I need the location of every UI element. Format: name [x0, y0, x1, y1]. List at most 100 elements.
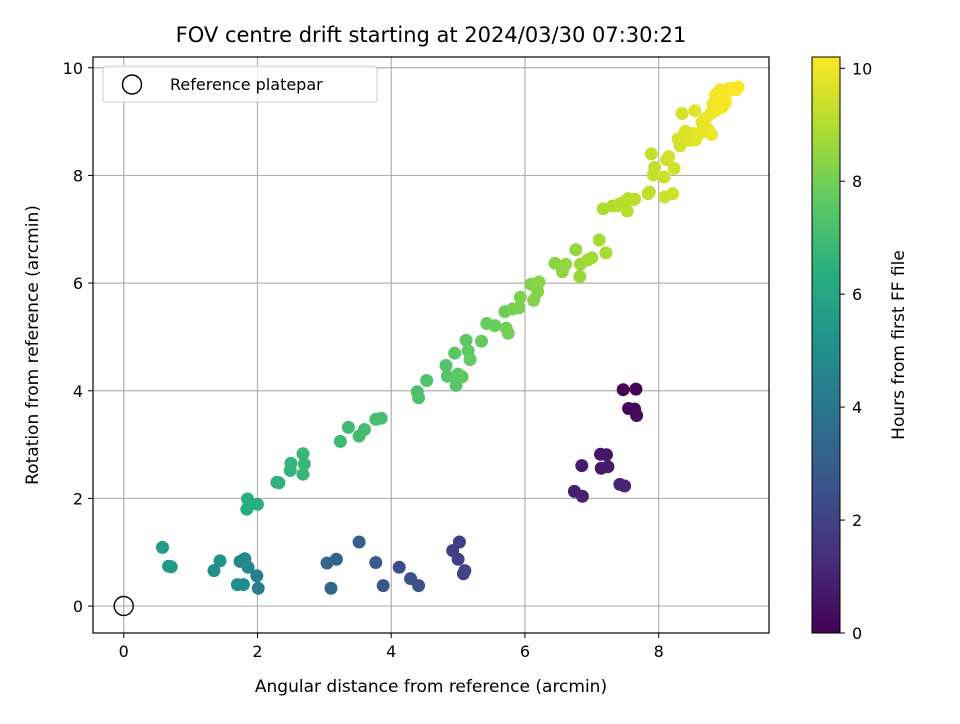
- scatter-point: [440, 369, 454, 383]
- scatter-point: [573, 270, 587, 284]
- scatter-point: [646, 168, 660, 182]
- scatter-point: [333, 434, 347, 448]
- x-tick-label: 8: [654, 642, 664, 661]
- scatter-point: [164, 560, 178, 574]
- scatter-point: [657, 170, 671, 184]
- scatter-point: [241, 492, 254, 506]
- legend-box: [102, 65, 378, 103]
- scatter-point: [448, 346, 462, 360]
- scatter-point: [688, 104, 702, 118]
- scatter-point: [463, 353, 477, 366]
- scatter-point: [251, 497, 264, 511]
- scatter-point: [675, 107, 689, 120]
- chart-title: FOV centre drift starting at 2024/03/30 …: [176, 23, 687, 47]
- scatter-point: [629, 382, 643, 396]
- scatter-point: [532, 275, 546, 289]
- plot-area-frame: [92, 56, 770, 634]
- scatter-point: [455, 370, 469, 384]
- scatter-point: [475, 334, 488, 348]
- y-axis-ticks: 0 2 4 6 8 10: [63, 59, 93, 616]
- scatter-point: [513, 290, 527, 304]
- scatter-point: [296, 467, 310, 481]
- scatter-point: [731, 80, 745, 94]
- legend: Reference platepar: [102, 65, 378, 103]
- colorbar-ticks: 0 2 4 6 8 10: [840, 59, 872, 643]
- scatter-point: [207, 564, 221, 578]
- scatter-point: [705, 128, 718, 141]
- y-tick-label: 4: [73, 382, 83, 401]
- scatter-point: [233, 554, 247, 568]
- scatter-point: [296, 447, 310, 461]
- scatter-point: [618, 479, 632, 493]
- scatter-point: [412, 391, 426, 405]
- scatter-point: [512, 301, 526, 315]
- scatter-point: [251, 581, 265, 595]
- scatter-point: [284, 456, 298, 470]
- scatter-point: [236, 578, 250, 592]
- scatter-point: [352, 535, 366, 549]
- scatter-point: [548, 256, 562, 270]
- colorbar-label: Hours from first FF file: [889, 250, 909, 440]
- scatter-point: [341, 420, 355, 434]
- scatter-point: [501, 326, 515, 340]
- scatter-point: [374, 411, 388, 425]
- scatter-point: [585, 251, 599, 265]
- scatter-point: [451, 552, 465, 566]
- scatter-point: [575, 489, 589, 503]
- scatter-point: [272, 476, 286, 490]
- scatter-point: [488, 319, 502, 333]
- scatter-point: [630, 409, 644, 422]
- x-axis-ticks: 0 2 4 6 8: [119, 633, 664, 661]
- scatter-point: [369, 556, 383, 569]
- colorbar-tick-label: 2: [852, 511, 862, 530]
- scatter-point: [667, 161, 681, 175]
- y-tick-label: 10: [63, 59, 83, 78]
- scatter-point: [559, 257, 573, 271]
- colorbar-tick-label: 4: [852, 398, 862, 417]
- scatter-point: [412, 579, 426, 593]
- data-points: [156, 80, 745, 595]
- scatter-point: [628, 192, 642, 206]
- scatter-point: [156, 540, 169, 554]
- scatter-point: [376, 579, 390, 593]
- scatter-point: [320, 556, 334, 570]
- scatter-point: [458, 564, 472, 578]
- scatter-point: [392, 560, 406, 574]
- scatter-point: [324, 581, 338, 595]
- scatter-point: [531, 285, 545, 299]
- legend-label: Reference platepar: [170, 75, 323, 94]
- x-tick-label: 4: [386, 642, 396, 661]
- y-tick-label: 6: [73, 274, 83, 293]
- grid-lines: [93, 57, 769, 633]
- colorbar-tick-label: 8: [852, 172, 862, 191]
- scatter-point: [644, 147, 658, 161]
- scatter-point: [420, 374, 434, 387]
- scatter-point: [592, 233, 606, 247]
- x-tick-label: 6: [520, 642, 530, 661]
- x-tick-label: 2: [252, 642, 262, 661]
- scatter-point: [600, 448, 613, 462]
- scatter-point: [575, 459, 589, 473]
- scatter-point: [666, 187, 680, 201]
- reference-point-marker: [113, 595, 134, 617]
- scatter-point: [662, 150, 676, 164]
- scatter-point: [240, 502, 254, 516]
- y-tick-label: 0: [73, 597, 83, 616]
- scatter-point: [599, 246, 613, 260]
- scatter-point: [439, 359, 453, 372]
- scatter-point: [459, 333, 473, 347]
- y-tick-label: 8: [73, 166, 83, 185]
- colorbar-tick-label: 10: [852, 59, 872, 78]
- x-axis-label: Angular distance from reference (arcmin): [255, 677, 607, 697]
- colorbar: [811, 56, 841, 634]
- scatter-point: [601, 460, 615, 474]
- scatter-point: [358, 423, 371, 436]
- scatter-point: [250, 569, 264, 583]
- scatter-point: [620, 204, 634, 218]
- scatter-point: [569, 243, 583, 257]
- scatter-point: [719, 96, 732, 110]
- legend-marker-icon: [121, 74, 143, 95]
- scatter-point: [642, 185, 656, 199]
- y-tick-label: 2: [73, 489, 83, 508]
- scatter-point: [616, 383, 630, 397]
